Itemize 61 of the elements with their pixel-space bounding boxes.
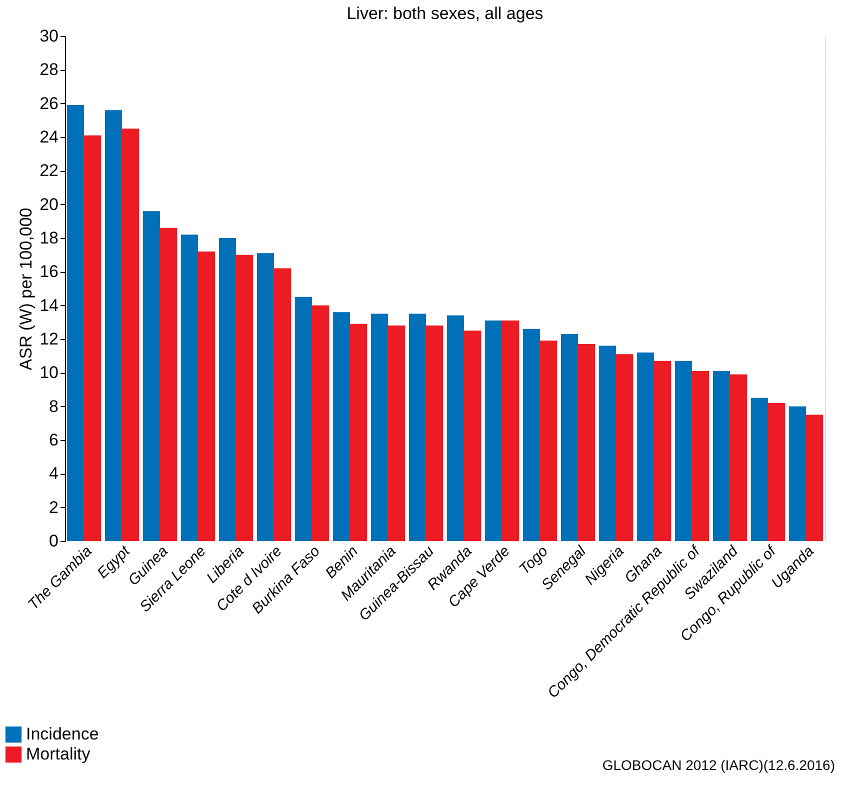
bar [160,228,178,541]
bar [502,320,520,541]
y-tick-label: 12 [40,330,58,348]
bar [464,330,482,541]
bar [730,374,748,541]
bar [332,312,350,541]
bar [370,314,388,541]
y-tick-label: 18 [40,228,58,248]
bar [806,414,824,541]
bar [388,326,406,541]
chart-title: Liver: both sexes, all ages [346,4,544,23]
bar [768,402,786,541]
y-tick-label: 16 [40,262,58,282]
bar [104,110,122,541]
bar [294,296,312,541]
y-tick-label: 28 [40,60,58,80]
y-tick-label: 26 [40,94,58,113]
bar [540,340,558,541]
bar [426,326,444,541]
bar [312,305,330,541]
y-tick-label: 6 [49,430,58,450]
bar [180,234,198,541]
y-tick-label: 2 [49,498,58,517]
bar [236,254,254,541]
text: GLOBOCAN 2012 (IARC)(12.6.2016) [602,757,835,773]
bar [256,253,274,541]
bar [142,211,160,541]
bar [692,370,710,541]
y-tick-label: 10 [40,363,58,382]
bar [350,324,368,541]
bar [84,135,102,541]
bar [712,370,730,541]
bar [636,352,654,541]
bar [274,268,292,541]
y-tick-label: 22 [40,161,58,180]
bar [750,398,768,541]
bar [616,354,634,541]
y-axis-title: ASR (W) per 100,000 [16,208,36,370]
bar [218,238,236,541]
y-tick-label: 24 [40,128,58,146]
bar [408,314,426,541]
legend-label: Mortality [26,744,91,764]
bar [560,334,578,541]
bar [654,360,672,541]
bar [788,406,806,541]
y-tick-label: 30 [40,26,58,46]
bar [198,251,216,541]
y-tick-label: 8 [49,396,58,416]
bar [484,320,502,541]
y-tick-label: 14 [40,296,58,315]
bar [66,105,84,541]
y-tick-label: 4 [49,464,58,484]
y-tick-label: 20 [40,194,58,214]
y-tick-label: 0 [49,532,58,550]
bar [522,328,540,541]
bar [598,346,616,541]
legend-label: Incidence [26,724,99,744]
bar [122,128,140,541]
bar [446,315,464,541]
bar [674,360,692,541]
bar [578,344,596,541]
